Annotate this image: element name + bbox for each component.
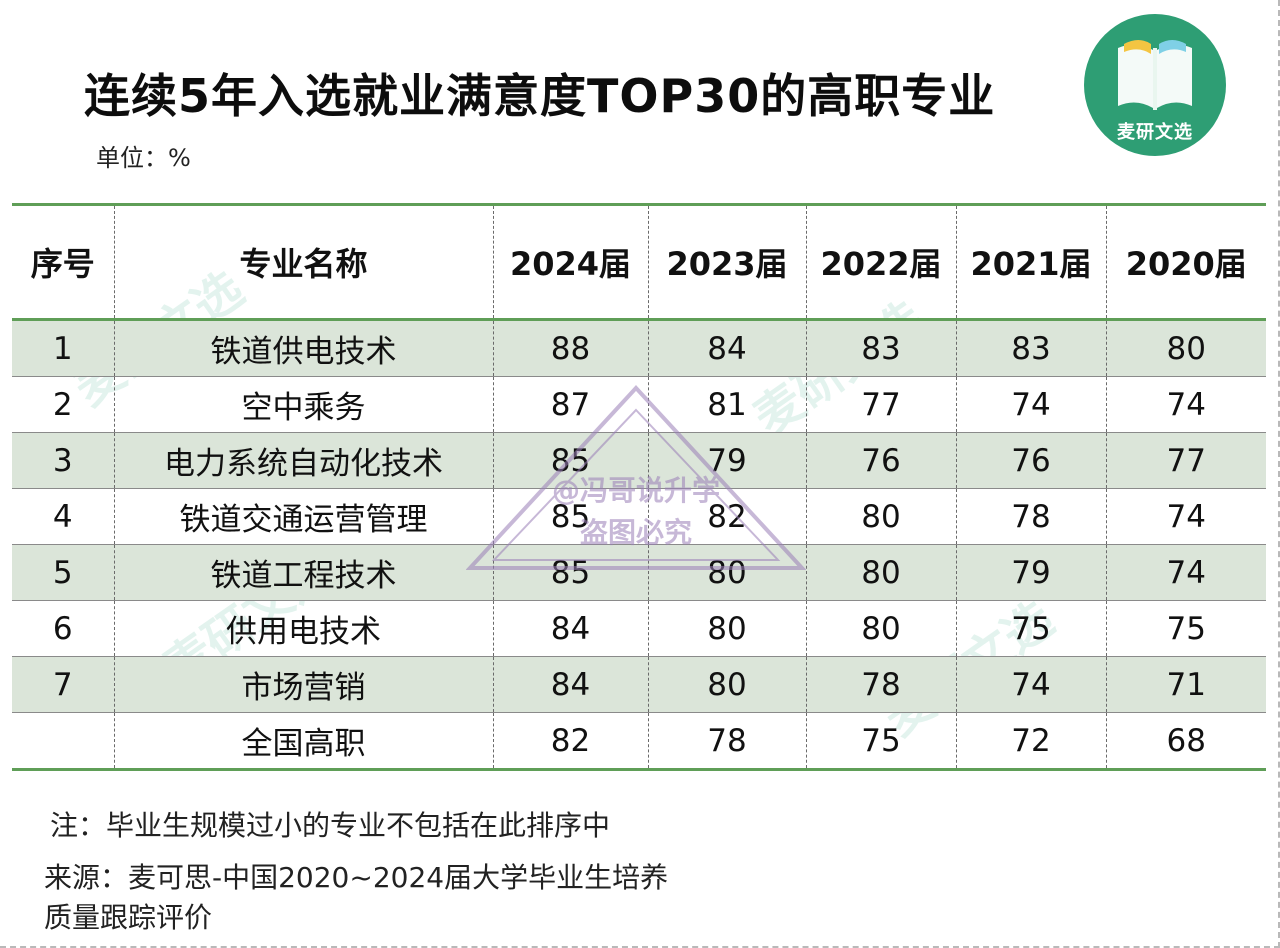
cell-2024: 84: [492, 656, 648, 713]
cell-2022: 76: [805, 432, 956, 489]
cell-major: 空中乘务: [113, 376, 493, 433]
cell-2020: 68: [1105, 712, 1266, 770]
cell-2022: 80: [805, 600, 956, 657]
col-header-2024: 2024届: [492, 204, 648, 321]
cell-major: 供用电技术: [113, 600, 493, 657]
table-row: 2 空中乘务 87 81 77 74 74: [12, 376, 1266, 433]
watermark-stamp: @冯哥说升学 盗图必究: [466, 385, 806, 570]
cell-2021: 72: [955, 712, 1106, 770]
cell-2022: 80: [805, 488, 956, 545]
cell-index: 5: [12, 544, 114, 601]
col-header-index: 序号: [12, 204, 114, 321]
cell-major: 铁道工程技术: [113, 544, 493, 601]
cell-major: 铁道交通运营管理: [113, 488, 493, 545]
cell-2020: 74: [1105, 488, 1266, 545]
cell-index: 3: [12, 432, 114, 489]
cell-2023: 82: [647, 488, 806, 545]
open-book-icon: [1118, 40, 1192, 110]
cell-2024: 85: [492, 544, 648, 601]
cell-2023: 80: [647, 544, 806, 601]
table-header-row: 序号 专业名称 2024届 2023届 2022届 2021届 2020届: [12, 204, 1266, 321]
cell-2021: 76: [955, 432, 1106, 489]
table-row-national: 全国高职 82 78 75 72 68: [12, 712, 1266, 770]
cell-2020: 80: [1105, 319, 1266, 377]
page-title: 连续5年入选就业满意度TOP30的高职专业: [84, 69, 996, 123]
col-header-2021: 2021届: [955, 204, 1106, 321]
unit-label: 单位：%: [96, 144, 191, 172]
cell-index: [12, 713, 114, 770]
cell-major: 电力系统自动化技术: [113, 432, 493, 489]
cell-index: 1: [12, 319, 114, 377]
cell-2022: 80: [805, 544, 956, 601]
cell-2024: 84: [492, 600, 648, 657]
cell-2023: 79: [647, 432, 806, 489]
cell-2023: 80: [647, 600, 806, 657]
table-row: 3 电力系统自动化技术 85 79 76 76 77: [12, 432, 1266, 489]
cell-major: 全国高职: [113, 712, 493, 770]
cell-2023: 80: [647, 656, 806, 713]
cell-2022: 78: [805, 656, 956, 713]
cell-index: 4: [12, 488, 114, 545]
table-row: 1 铁道供电技术 88 84 83 83 80: [12, 319, 1266, 377]
cell-2021: 74: [955, 656, 1106, 713]
cell-2023: 84: [647, 319, 806, 377]
col-header-2022: 2022届: [805, 204, 956, 321]
col-header-2020: 2020届: [1105, 204, 1266, 321]
source-text: 来源：麦可思-中国2020~2024届大学毕业生培养质量跟踪评价: [44, 861, 669, 934]
cell-2021: 79: [955, 544, 1106, 601]
satisfaction-table: 序号 专业名称 2024届 2023届 2022届 2021届 2020届 1 …: [12, 203, 1266, 771]
table-row: 6 供用电技术 84 80 80 75 75: [12, 600, 1266, 657]
cell-2020: 71: [1105, 656, 1266, 713]
cell-2022: 83: [805, 319, 956, 377]
cell-2020: 74: [1105, 376, 1266, 433]
cell-index: 6: [12, 600, 114, 657]
col-header-2023: 2023届: [647, 204, 806, 321]
cell-2024: 82: [492, 712, 648, 770]
cell-2021: 78: [955, 488, 1106, 545]
cell-major: 市场营销: [113, 656, 493, 713]
stamp-line2: 盗图必究: [580, 516, 692, 549]
cell-index: 7: [12, 656, 114, 713]
cell-2021: 74: [955, 376, 1106, 433]
footnote: 注：毕业生规模过小的专业不包括在此排序中: [50, 809, 611, 842]
cell-2021: 83: [955, 319, 1106, 377]
cell-2020: 74: [1105, 544, 1266, 601]
cell-2020: 75: [1105, 600, 1266, 657]
table-row: 5 铁道工程技术 85 80 80 79 74: [12, 544, 1266, 601]
brand-logo: 麦研文选: [1084, 14, 1226, 156]
cell-index: 2: [12, 376, 114, 433]
cell-2024: 88: [492, 319, 648, 377]
table-row: 4 铁道交通运营管理 85 82 80 78 74: [12, 488, 1266, 545]
cell-2022: 77: [805, 376, 956, 433]
cell-2023: 78: [647, 712, 806, 770]
cell-2021: 75: [955, 600, 1106, 657]
cell-2022: 75: [805, 712, 956, 770]
col-header-major: 专业名称: [113, 204, 493, 321]
cell-2023: 81: [647, 376, 806, 433]
cell-2020: 77: [1105, 432, 1266, 489]
logo-text: 麦研文选: [1117, 122, 1193, 143]
table-row: 7 市场营销 84 80 78 74 71: [12, 656, 1266, 713]
stamp-line1: @冯哥说升学: [552, 474, 720, 507]
cell-major: 铁道供电技术: [113, 319, 493, 377]
